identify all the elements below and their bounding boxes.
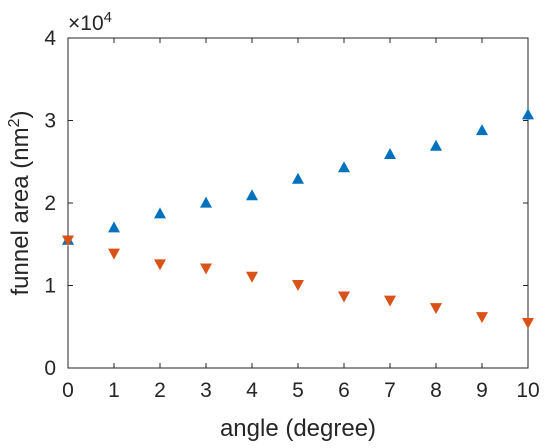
plot-area bbox=[67, 37, 529, 369]
y-axis-exponent-power: 4 bbox=[104, 9, 112, 26]
x-tick-label: 4 bbox=[246, 379, 258, 402]
data-point-up bbox=[154, 207, 166, 219]
x-axis-ticks bbox=[67, 38, 529, 368]
y-tick-label: 4 bbox=[44, 27, 56, 50]
data-point-down bbox=[246, 271, 258, 283]
data-markers bbox=[62, 108, 534, 329]
y-axis-label-superscript: 2 bbox=[6, 118, 23, 127]
y-tick-label: 1 bbox=[44, 275, 56, 298]
data-point-down bbox=[154, 259, 166, 271]
x-tick-label: 0 bbox=[62, 379, 74, 402]
data-point-up bbox=[338, 161, 350, 173]
data-point-up bbox=[522, 108, 534, 120]
x-tick-label: 7 bbox=[384, 379, 396, 402]
x-tick-label: 5 bbox=[292, 379, 304, 402]
x-axis-tick-labels: 0 1 2 3 4 5 6 7 8 9 10 bbox=[62, 379, 540, 402]
y-axis-tick-labels: 0 1 2 3 4 bbox=[44, 27, 56, 380]
data-point-down bbox=[430, 303, 442, 315]
y-axis-label-text: funnel area (nm bbox=[7, 127, 34, 295]
data-point-up bbox=[108, 221, 120, 233]
x-tick-label: 2 bbox=[154, 379, 166, 402]
x-axis-label: angle (degree) bbox=[220, 415, 376, 442]
data-point-down bbox=[384, 295, 396, 307]
y-axis-label: funnel area (nm2) bbox=[6, 111, 34, 296]
data-point-down bbox=[476, 312, 488, 324]
data-point-up bbox=[292, 172, 304, 184]
data-point-up bbox=[246, 189, 258, 201]
y-tick-label: 0 bbox=[44, 357, 56, 380]
data-point-down bbox=[62, 235, 74, 247]
data-point-down bbox=[522, 317, 534, 329]
y-tick-label: 2 bbox=[44, 192, 56, 215]
data-point-down bbox=[200, 263, 212, 275]
x-tick-label: 6 bbox=[338, 379, 350, 402]
data-point-down bbox=[338, 291, 350, 303]
data-point-down bbox=[108, 248, 120, 260]
x-tick-label: 8 bbox=[430, 379, 442, 402]
x-tick-label: 10 bbox=[516, 379, 539, 402]
y-tick-label: 3 bbox=[44, 110, 56, 133]
x-tick-label: 9 bbox=[476, 379, 488, 402]
data-point-down bbox=[292, 280, 304, 291]
x-tick-label: 3 bbox=[200, 379, 212, 402]
y-axis-label-close: ) bbox=[7, 111, 34, 119]
data-point-up bbox=[430, 139, 442, 151]
x-tick-label: 1 bbox=[108, 379, 120, 402]
data-point-up bbox=[476, 124, 488, 136]
data-point-up bbox=[200, 196, 212, 208]
data-point-up bbox=[384, 148, 396, 159]
y-axis-exponent: ×104 bbox=[68, 9, 112, 35]
y-axis-ticks bbox=[68, 37, 528, 369]
y-axis-exponent-base: ×10 bbox=[68, 12, 104, 35]
